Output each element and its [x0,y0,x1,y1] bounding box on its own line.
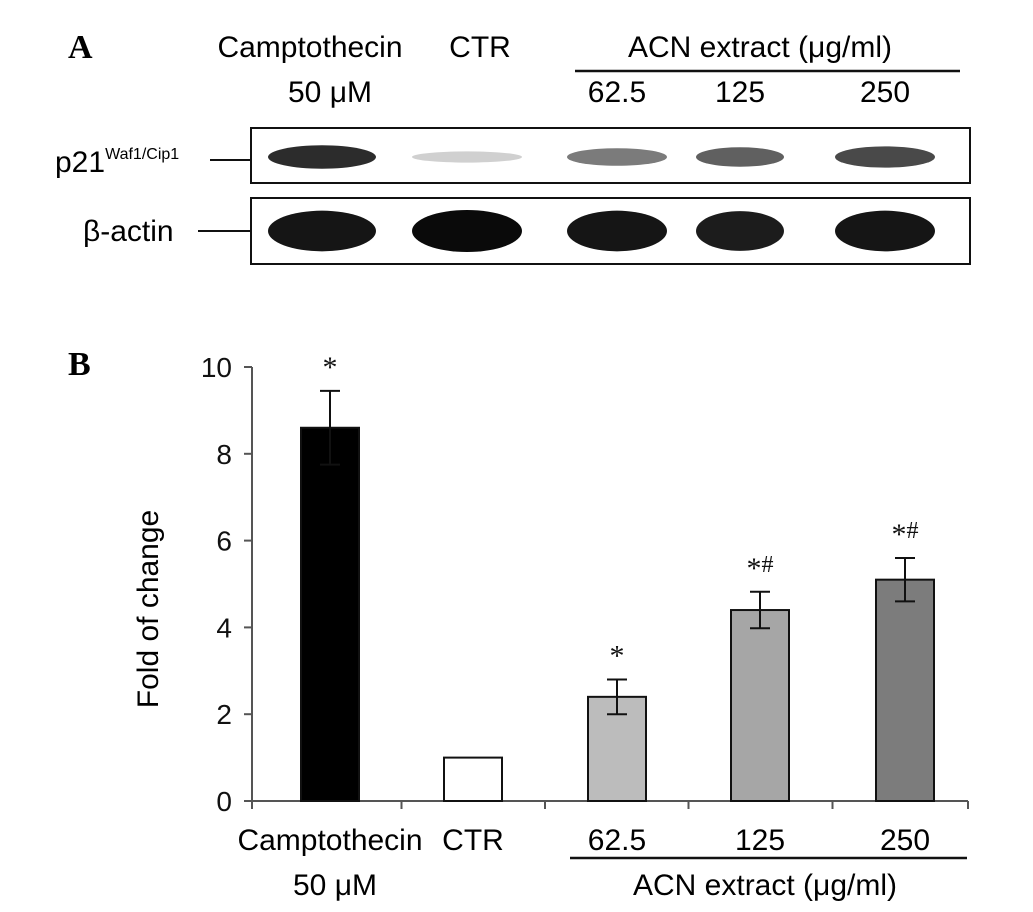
actin-band [696,211,784,251]
p21-superscript: Waf1/Cip1 [105,146,179,163]
significance-label-1: * [323,351,338,384]
bar-2 [443,756,503,802]
x-tick-camptothecin-dose: 50 μM [293,869,377,902]
panel-a-letter: A [68,29,93,66]
significance-label-5: *# [892,518,919,551]
x-tick-250: 250 [880,824,930,857]
chart-axes: 0 2 4 6 8 10 [201,352,969,817]
x-tick-ctr: CTR [442,824,504,857]
x-tick-camptothecin: Camptothecin [237,824,422,857]
bar-1 [300,426,360,802]
y-tick-label: 6 [216,526,232,557]
lane-camptothecin-dose-label: 50 μM [288,76,372,109]
actin-band [412,210,522,252]
chart-bars: * * *# *# [300,351,935,803]
p21-band [835,146,935,168]
x-tick-62-5: 62.5 [588,824,646,857]
panel-b-letter: B [68,346,91,383]
y-tick-label: 4 [216,612,232,643]
lane-ctr-label: CTR [449,31,511,64]
actin-band [567,210,667,252]
y-tick-label: 2 [216,699,232,730]
actin-band [268,210,376,252]
y-tick-label: 10 [201,352,232,383]
actin-bands [268,210,935,252]
lane-62-5-label: 62.5 [588,76,646,109]
bar-5 [875,578,935,802]
p21-band [412,151,522,163]
y-tick-label: 8 [216,439,232,470]
x-group-label: ACN extract (μg/ml) [633,869,897,902]
lane-camptothecin-label: Camptothecin [217,31,402,64]
p21-label-text: p21 [55,146,105,179]
significance-label-3: * [610,639,625,672]
p21-row-label: p21Waf1/Cip1 [55,146,179,179]
significance-label-4: *# [747,552,774,585]
p21-band [268,145,376,169]
y-axis-label: Fold of change [132,510,165,708]
p21-band [696,147,784,167]
actin-row-label: β-actin [83,215,174,248]
acn-group-label: ACN extract (μg/ml) [628,31,892,64]
bar-4 [730,609,790,802]
bar-3 [587,695,647,803]
lane-125-label: 125 [715,76,765,109]
actin-band [835,210,935,252]
lane-250-label: 250 [860,76,910,109]
x-tick-125: 125 [735,824,785,857]
p21-bands [268,145,935,169]
p21-band [567,148,667,166]
y-tick-label: 0 [216,786,232,817]
